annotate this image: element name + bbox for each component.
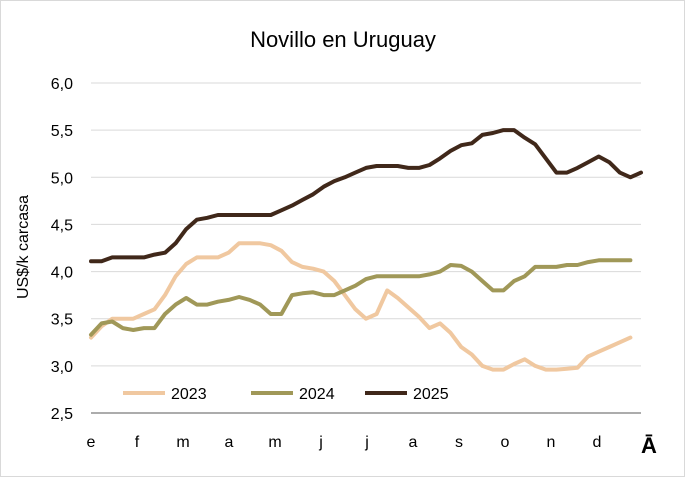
y-tick-label: 3,5: [51, 312, 73, 329]
y-tick-label: 5,0: [51, 170, 73, 187]
x-tick-label: j: [364, 434, 369, 451]
legend-label: 2024: [299, 386, 335, 403]
x-tick-label: m: [268, 434, 281, 451]
x-tick-label: j: [318, 434, 323, 451]
x-tick-label: n: [547, 434, 556, 451]
y-axis-label: US$/k carcasa: [15, 195, 32, 299]
legend-label: 2025: [413, 386, 449, 403]
y-tick-label: 3,0: [51, 359, 73, 376]
series-line-2024: [89, 258, 633, 337]
x-tick-label: e: [87, 434, 96, 451]
y-tick-label: 5,5: [51, 123, 73, 140]
chart-title: Novillo en Uruguay: [250, 27, 436, 52]
y-tick-label: 6,0: [51, 76, 73, 93]
x-tick-label: d: [593, 434, 602, 451]
y-tick-label: 4,5: [51, 217, 73, 234]
x-tick-label: o: [501, 434, 510, 451]
legend-label: 2023: [171, 386, 207, 403]
y-tick-label: 2,5: [51, 406, 73, 423]
x-tick-label: a: [409, 434, 418, 451]
y-tick-label: 4,0: [51, 265, 73, 282]
x-tick-label: a: [225, 434, 234, 451]
series-line-2025: [89, 128, 643, 264]
x-tick-label: Ā: [641, 433, 657, 458]
x-tick-label: m: [176, 434, 189, 451]
x-tick-label: f: [135, 434, 140, 451]
series-line-2023: [89, 241, 633, 372]
x-tick-label: s: [455, 434, 463, 451]
